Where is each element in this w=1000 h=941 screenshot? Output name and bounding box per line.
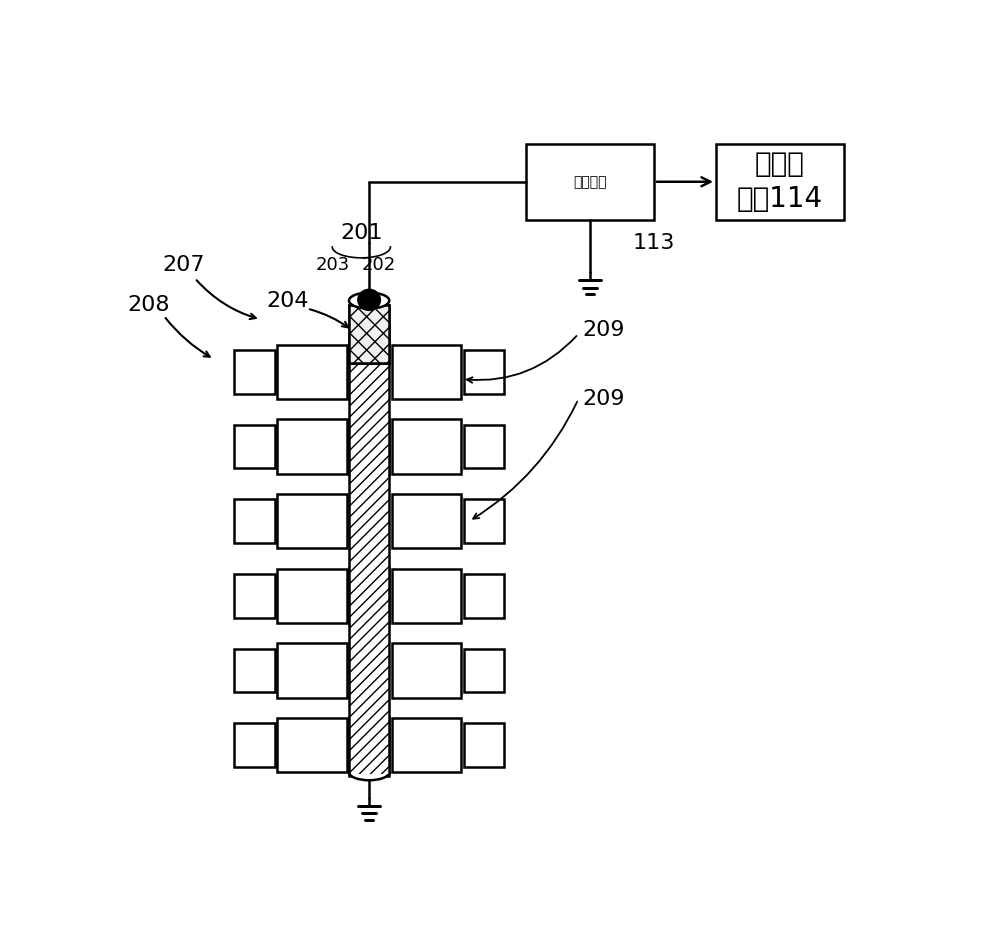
Text: 209: 209 bbox=[582, 320, 625, 341]
Bar bbox=[277, 494, 347, 549]
Bar bbox=[349, 418, 389, 475]
Bar bbox=[392, 344, 461, 399]
Bar bbox=[349, 363, 389, 776]
Bar bbox=[234, 500, 275, 543]
Ellipse shape bbox=[349, 293, 389, 309]
Text: 201: 201 bbox=[340, 223, 383, 244]
Bar bbox=[349, 305, 389, 363]
Ellipse shape bbox=[349, 764, 389, 780]
Bar bbox=[464, 350, 504, 393]
Bar bbox=[392, 718, 461, 773]
Text: 202: 202 bbox=[362, 256, 396, 274]
Text: 209: 209 bbox=[582, 390, 625, 409]
Bar bbox=[464, 574, 504, 617]
Text: 204: 204 bbox=[266, 292, 309, 311]
Bar bbox=[234, 424, 275, 469]
Bar bbox=[277, 344, 347, 399]
Bar bbox=[234, 350, 275, 393]
Text: 113: 113 bbox=[633, 233, 675, 253]
Text: 208: 208 bbox=[127, 295, 170, 315]
Bar bbox=[392, 644, 461, 697]
Bar bbox=[349, 716, 389, 774]
Bar bbox=[464, 724, 504, 767]
Bar bbox=[349, 305, 389, 363]
Bar bbox=[392, 568, 461, 623]
Bar bbox=[716, 144, 844, 220]
Bar bbox=[234, 724, 275, 767]
Bar bbox=[392, 420, 461, 473]
Text: 207: 207 bbox=[162, 255, 204, 275]
Bar bbox=[464, 648, 504, 693]
Bar bbox=[277, 568, 347, 623]
Bar bbox=[526, 144, 654, 220]
Bar bbox=[277, 718, 347, 773]
Circle shape bbox=[358, 289, 380, 311]
Bar bbox=[464, 424, 504, 469]
Bar bbox=[234, 574, 275, 617]
Bar bbox=[234, 648, 275, 693]
Text: 向输出
单元114: 向输出 单元114 bbox=[737, 151, 823, 213]
Bar bbox=[392, 494, 461, 549]
Bar bbox=[277, 420, 347, 473]
Bar bbox=[277, 644, 347, 697]
Bar bbox=[349, 567, 389, 625]
Text: 203: 203 bbox=[316, 256, 350, 274]
Text: 放大单元: 放大单元 bbox=[573, 175, 607, 189]
Bar bbox=[464, 500, 504, 543]
